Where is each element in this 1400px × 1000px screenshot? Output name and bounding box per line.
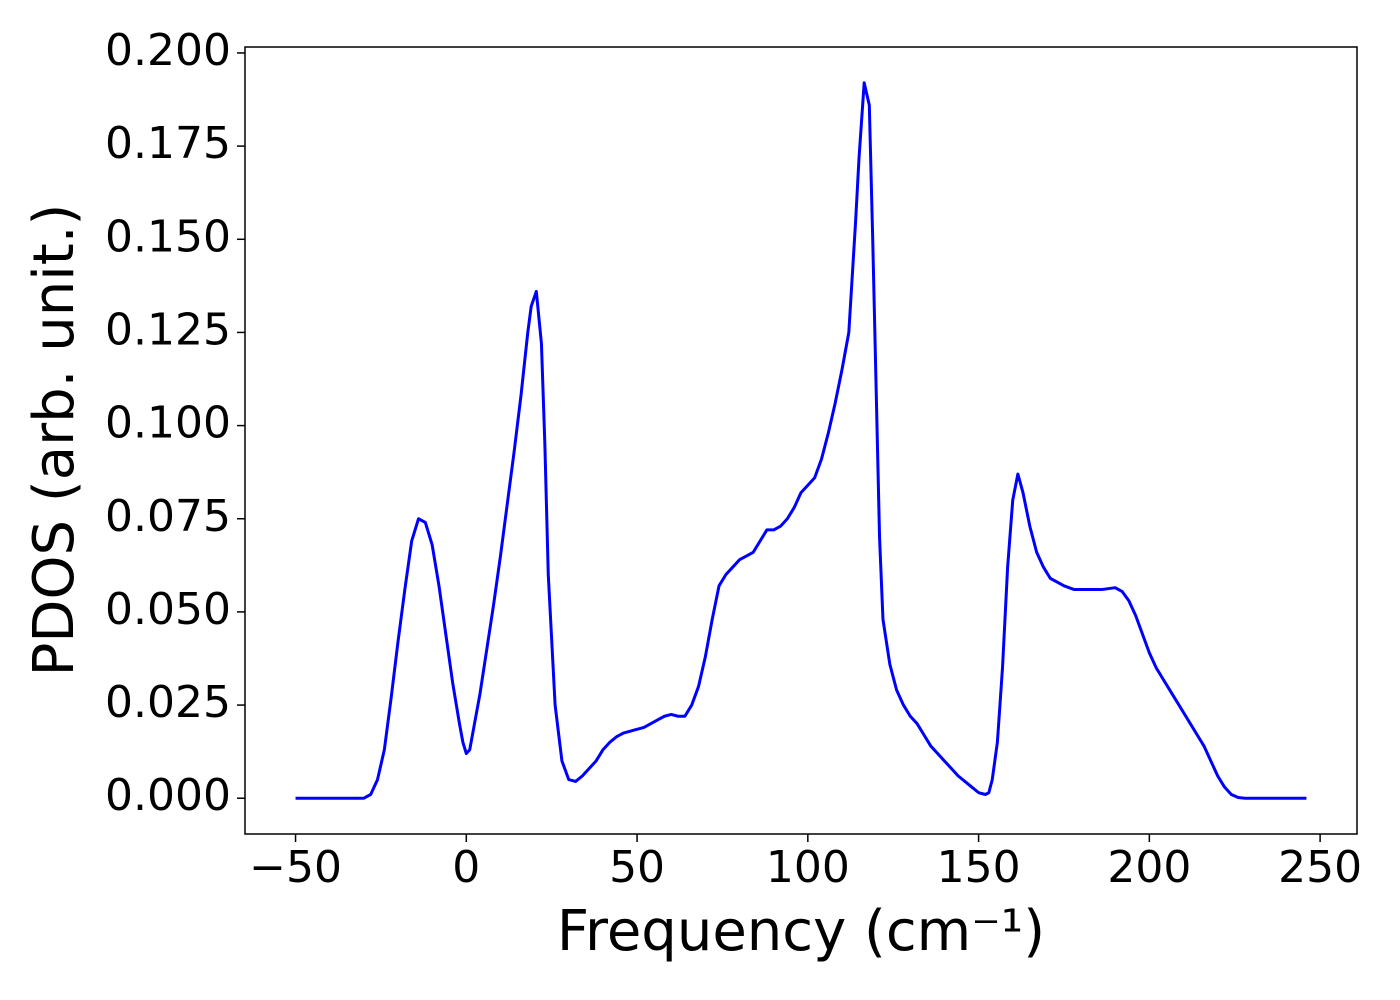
x-tick-label: 150 — [937, 842, 1021, 893]
x-axis-label: Frequency (cm⁻¹) — [557, 899, 1045, 964]
y-tick-label: 0.150 — [105, 211, 231, 262]
y-tick-label: 0.175 — [105, 118, 231, 169]
y-tick-label: 0.125 — [105, 304, 231, 355]
plot-frame — [244, 46, 1358, 835]
y-tick-label: 0.200 — [105, 25, 231, 76]
x-tick-label: 0 — [452, 842, 480, 893]
y-tick-label: 0.075 — [105, 491, 231, 542]
x-tick-label: 50 — [609, 842, 665, 893]
y-tick-label: 0.100 — [105, 398, 231, 449]
y-tick-label: 0.000 — [105, 770, 231, 821]
y-tick-label: 0.025 — [105, 677, 231, 728]
x-tick-label: −50 — [249, 842, 342, 893]
x-tick-label: 250 — [1278, 842, 1362, 893]
x-tick-label: 100 — [766, 842, 850, 893]
y-tick-label: 0.050 — [105, 584, 231, 635]
y-axis-label: PDOS (arb. unit.) — [22, 204, 87, 677]
x-tick-label: 200 — [1107, 842, 1191, 893]
data-line — [295, 81, 1307, 800]
